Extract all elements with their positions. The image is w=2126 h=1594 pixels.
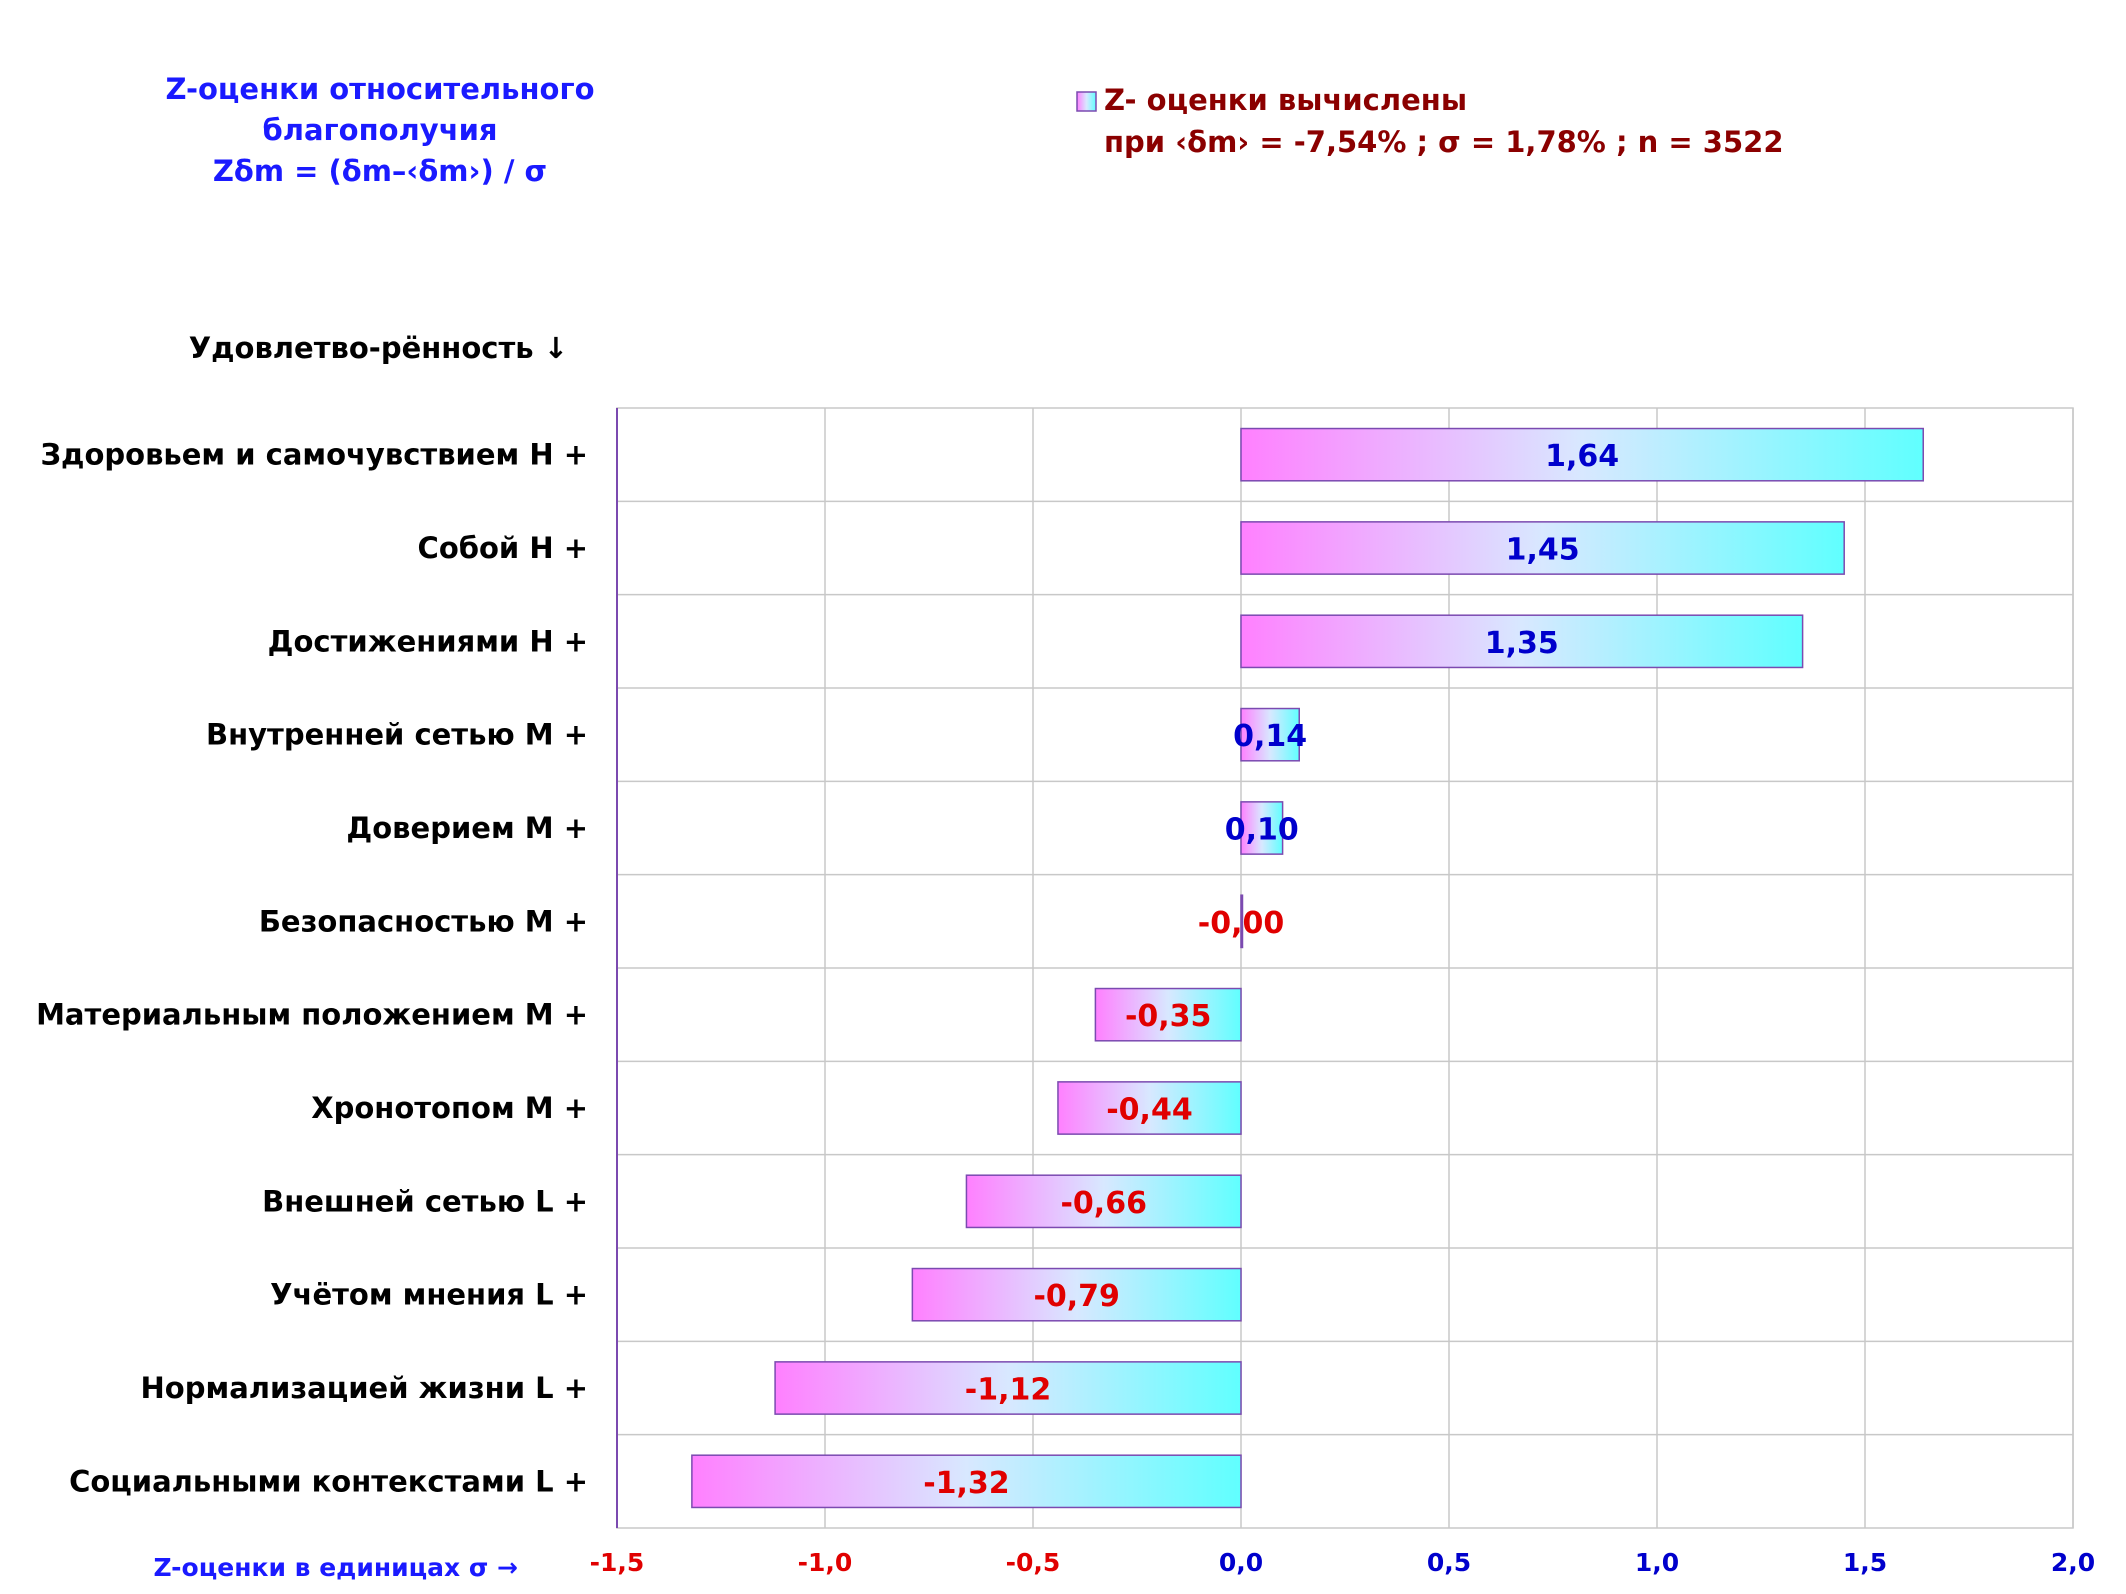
category-label: Нормализацией жизни L + — [141, 1371, 588, 1405]
bar — [1240, 521, 1845, 575]
legend-line-2: при ‹δm› = -7,54% ; σ = 1,78% ; n = 3522 — [1104, 125, 1784, 159]
x-tick-label: 0,5 — [1427, 1548, 1471, 1577]
y-axis-title: Удовлетво-рённость ↓ — [189, 331, 568, 365]
data-label: 1,64 — [1545, 439, 1619, 474]
grid-lines — [616, 408, 2074, 1528]
x-tick-label: 2,0 — [2051, 1548, 2095, 1577]
bar — [774, 1361, 1242, 1415]
category-label: Здоровьем и самочувствием H + — [40, 438, 588, 472]
data-label: -0,44 — [1106, 1093, 1192, 1128]
data-label: -1,32 — [923, 1466, 1009, 1501]
data-label: -0,00 — [1198, 906, 1284, 941]
category-label: Внешней сетью L + — [262, 1184, 588, 1218]
legend-swatch — [1076, 91, 1097, 112]
bar — [1240, 707, 1300, 762]
x-tick-label: 0,0 — [1219, 1548, 1263, 1577]
bar — [1240, 894, 1244, 949]
bars — [691, 427, 1924, 1509]
data-label: 0,10 — [1225, 813, 1299, 848]
bar — [1057, 1081, 1242, 1135]
data-label: -1,12 — [965, 1373, 1051, 1408]
category-labels: Здоровьем и самочувствием H + Собой H + До… — [36, 438, 588, 1499]
bar — [911, 1267, 1242, 1322]
bar — [691, 1454, 1242, 1509]
x-tick-label: -1,0 — [798, 1548, 853, 1577]
data-label: 0,14 — [1233, 719, 1307, 754]
bar — [1240, 614, 1804, 669]
bar — [965, 1174, 1242, 1229]
data-labels: 1,64 1,45 1,35 0,14 0,10 -0,00 -0,35 -0,44 -0,66… — [923, 439, 1619, 1501]
category-label: Безопасностью M + — [259, 904, 588, 938]
data-label: -0,35 — [1125, 999, 1211, 1034]
chart-title-line-2: благополучия — [262, 113, 497, 147]
bar — [1094, 987, 1242, 1042]
category-label: Учётом мнения L + — [270, 1278, 588, 1312]
x-tick-label: -0,5 — [1006, 1548, 1061, 1577]
data-label: 1,45 — [1506, 533, 1580, 568]
x-axis-title: Z-оценки в единицах σ → — [153, 1553, 518, 1582]
category-label: Социальными контекстами L + — [69, 1464, 588, 1498]
category-label: Достижениями H + — [268, 624, 588, 658]
category-label: Материальным положением M + — [36, 998, 588, 1032]
chart-title-line-1: Z-оценки относительного — [165, 72, 594, 106]
bar — [1240, 801, 1284, 855]
x-tick-label: 1,5 — [1843, 1548, 1887, 1577]
category-label: Внутренней сетью M + — [206, 718, 588, 752]
x-tick-label: 1,0 — [1635, 1548, 1679, 1577]
category-label: Собой H + — [418, 531, 588, 565]
data-label: -0,79 — [1033, 1279, 1119, 1314]
data-label: -0,66 — [1060, 1186, 1146, 1221]
category-label: Хронотопом M + — [311, 1091, 588, 1125]
x-tick-labels: -1,5 -1,0 -0,5 0,0 0,5 1,0 1,5 2,0 — [590, 1548, 2095, 1577]
chart-title-formula: Zδm = (δm–‹δm›) / σ — [213, 154, 547, 188]
bar — [1240, 427, 1924, 482]
legend-line-1: Z- оценки вычислены — [1104, 83, 1467, 117]
x-tick-label: -1,5 — [590, 1548, 645, 1577]
category-label: Доверием M + — [346, 811, 588, 845]
data-label: 1,35 — [1485, 626, 1559, 661]
